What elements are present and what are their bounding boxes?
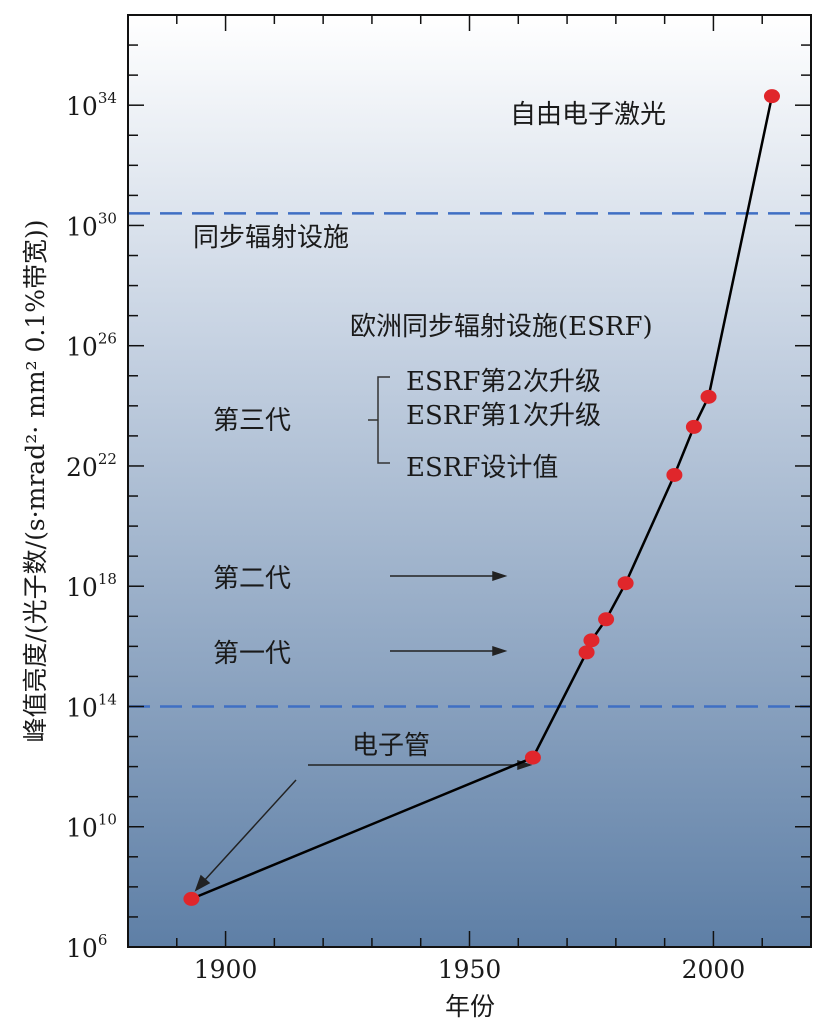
gen2-label: 第二代 bbox=[213, 564, 291, 594]
esrf2-label: ESRF第2次升级 bbox=[406, 367, 601, 397]
fel-label: 自由电子激光 bbox=[510, 100, 666, 130]
y-tick-label: 1014 bbox=[66, 690, 117, 722]
series-line-0 bbox=[190, 95, 774, 901]
x-tick-label: 1950 bbox=[438, 955, 502, 984]
esrf-design-label: ESRF设计值 bbox=[406, 453, 558, 483]
y-tick-label: 1026 bbox=[66, 330, 117, 362]
x-axis-ticks: 1900 1950 2000 bbox=[176, 15, 763, 984]
data-point bbox=[617, 576, 634, 591]
sync-label: 同步辐射设施 bbox=[193, 223, 349, 253]
data-point bbox=[578, 645, 595, 660]
data-point bbox=[685, 419, 702, 434]
data-point bbox=[763, 89, 780, 104]
x-tick-label: 1900 bbox=[194, 955, 258, 984]
y-tick-label: 1030 bbox=[66, 209, 117, 241]
data-point bbox=[583, 633, 600, 648]
data-series bbox=[183, 89, 780, 906]
plot-frame bbox=[127, 14, 812, 948]
y-tick-label: 1034 bbox=[66, 89, 117, 121]
y-tick-label: 2022 bbox=[66, 450, 117, 482]
esrf-bracket bbox=[368, 376, 390, 464]
data-point bbox=[700, 389, 717, 404]
y-tick-label: 1010 bbox=[66, 811, 117, 843]
y-tick-label: 1018 bbox=[66, 570, 117, 602]
esrf1-label: ESRF第1次升级 bbox=[406, 401, 601, 431]
data-point bbox=[183, 891, 200, 906]
x-axis-title: 年份 bbox=[445, 992, 495, 1021]
y-tick-label: 106 bbox=[66, 931, 107, 963]
y-axis-ticks: 106 1010 1014 1018 2022 1026 1030 1034 bbox=[66, 44, 811, 963]
gen1-label: 第一代 bbox=[213, 639, 291, 669]
gen3-label: 第三代 bbox=[213, 406, 291, 436]
data-point bbox=[598, 612, 615, 627]
reference-lines bbox=[128, 212, 811, 708]
y-axis-title: 峰值亮度/(光子数/(s·mrad²· mm² 0.1%带宽)) bbox=[21, 219, 50, 742]
x-tick-label: 2000 bbox=[682, 955, 746, 984]
esrf-label: 欧洲同步辐射设施(ESRF) bbox=[350, 312, 653, 342]
data-point bbox=[666, 467, 683, 482]
tube-label: 电子管 bbox=[352, 731, 430, 761]
data-point bbox=[524, 750, 541, 765]
plot-background bbox=[128, 15, 811, 947]
